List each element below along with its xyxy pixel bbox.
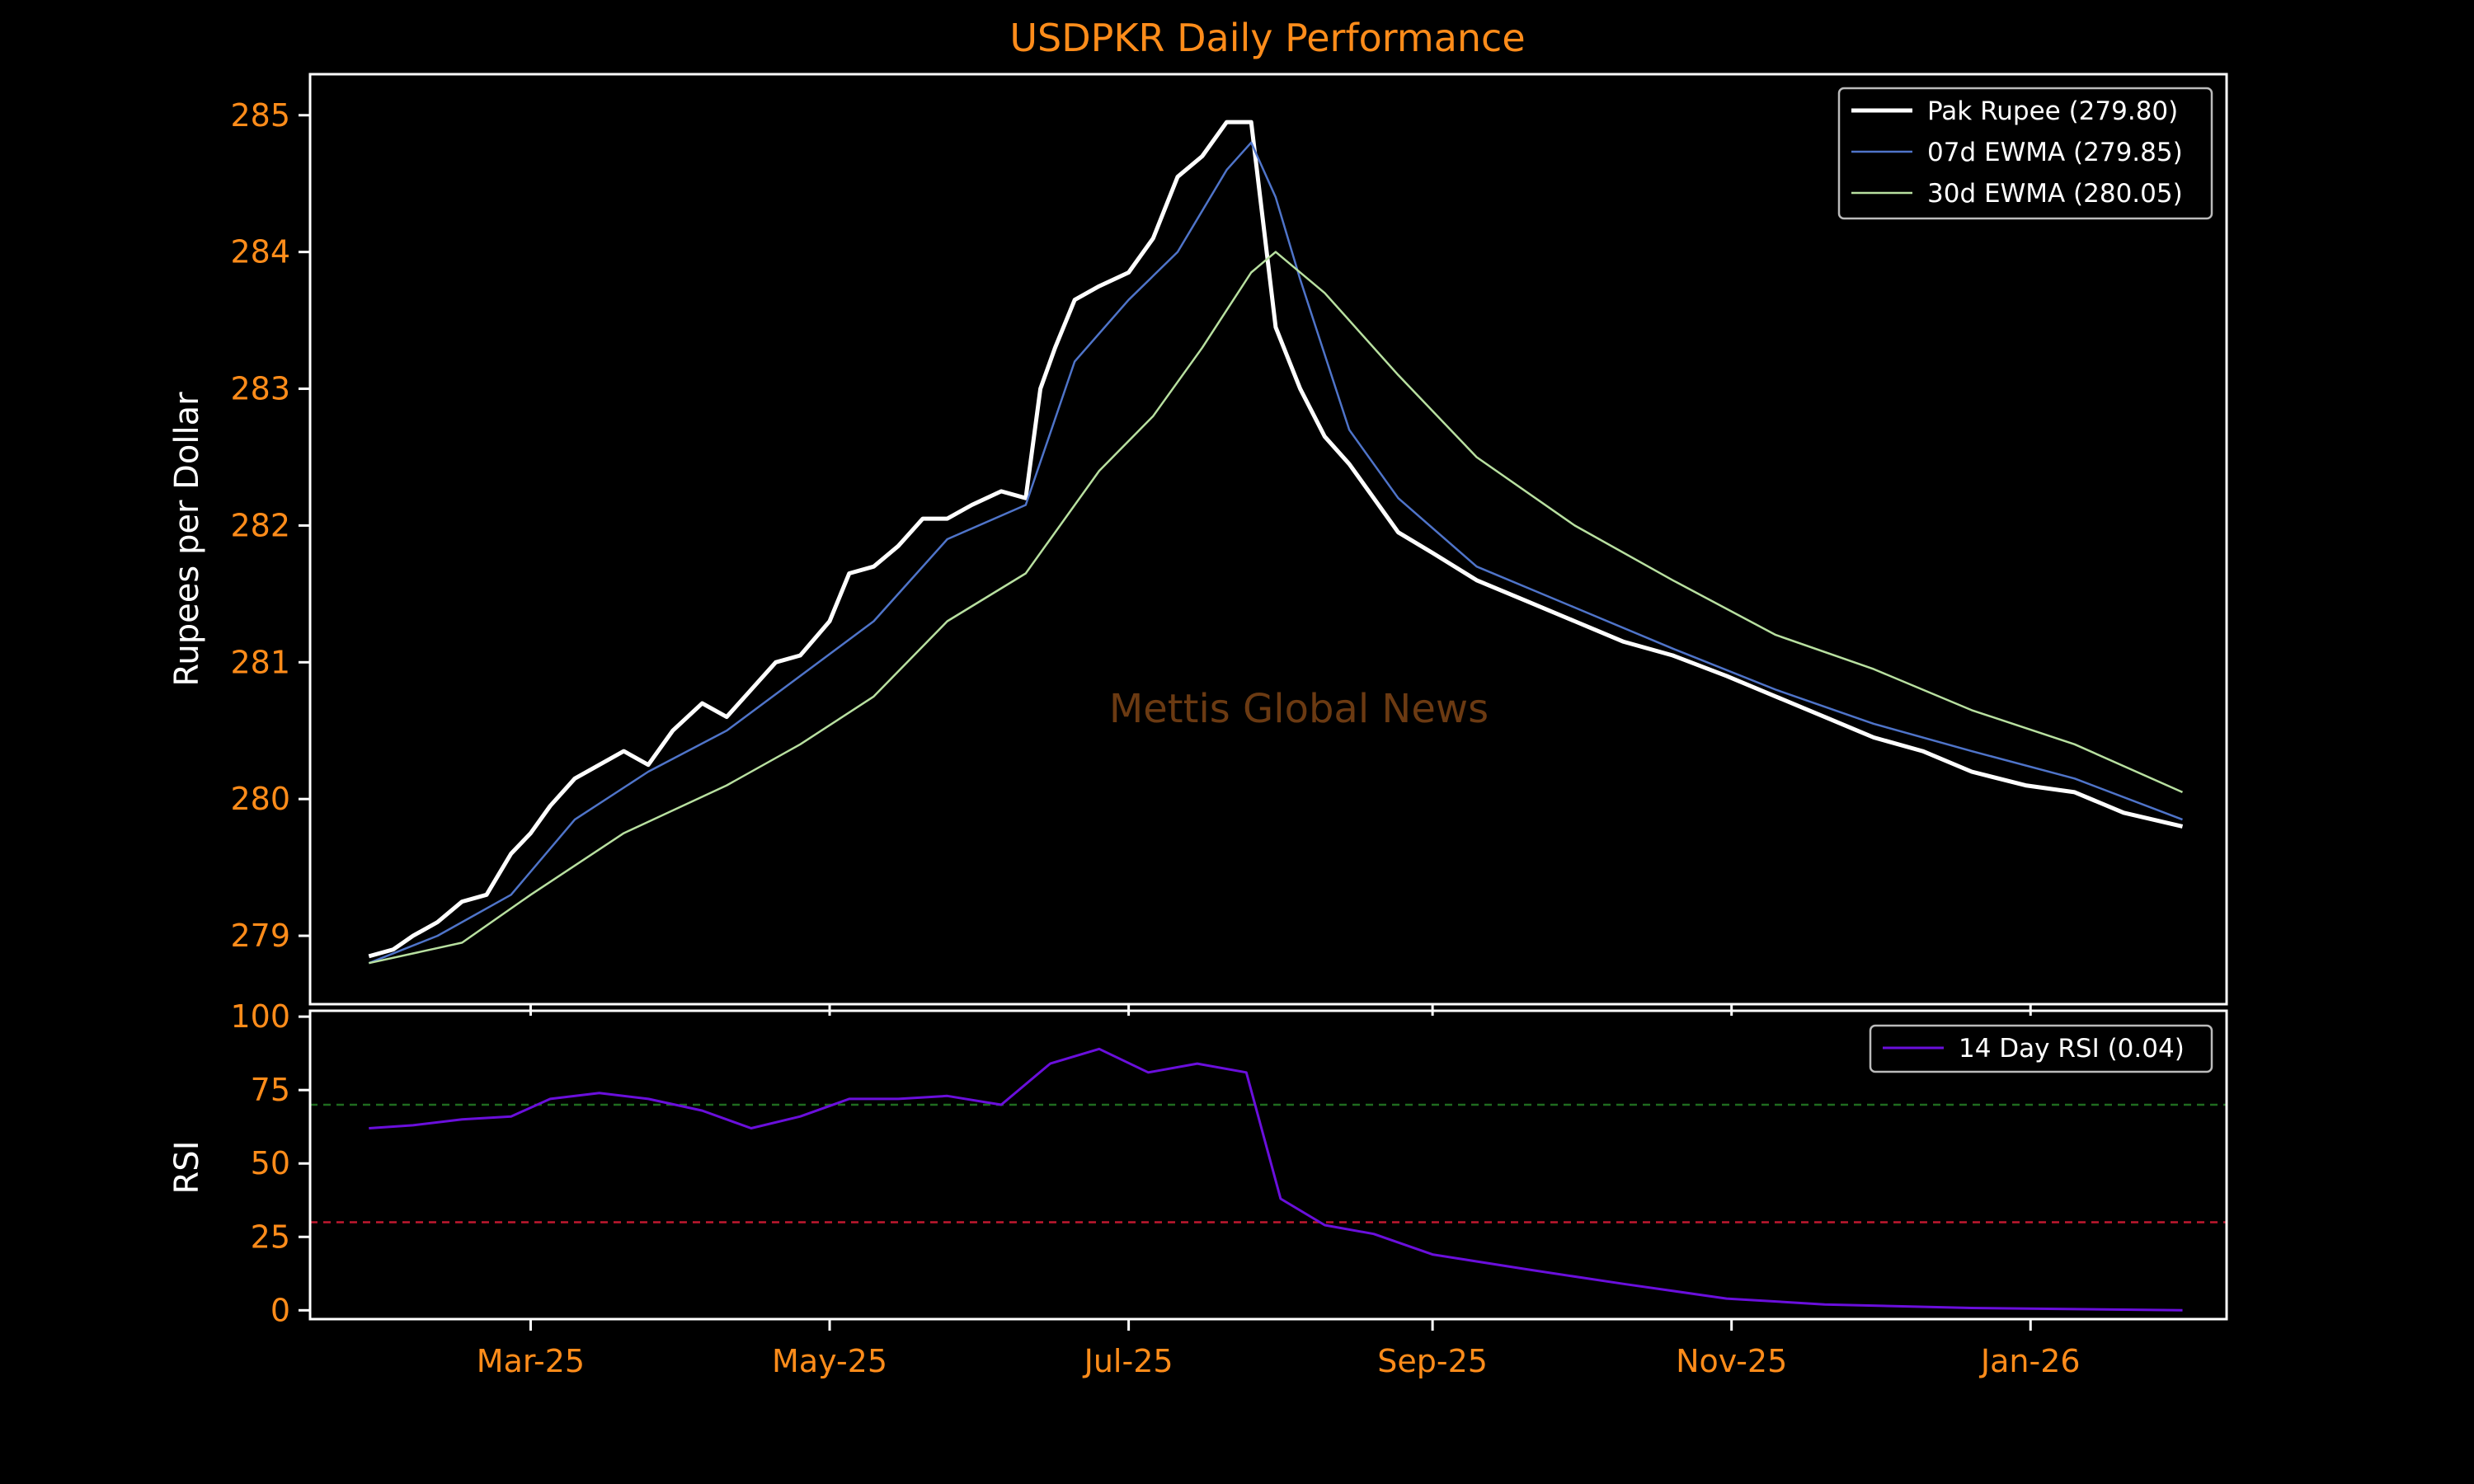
rsi-panel: 0 25 50 75 100 Mar-25 May-25 Jul-25 Sep-25 Nov-2… (168, 998, 2228, 1379)
x-tick-label: May-25 (772, 1343, 887, 1379)
price-y-tick-label: 280 (230, 781, 290, 817)
rsi-y-axis-label: RSI (168, 1141, 206, 1195)
price-y-tick-label: 281 (230, 644, 290, 680)
rsi-y-tick-label: 0 (270, 1292, 290, 1328)
price-legend-label: 30d EWMA (280.05) (1927, 179, 2183, 209)
price-legend-box (1837, 87, 2213, 220)
rsi-y-tick-label: 50 (251, 1145, 290, 1181)
rsi-series-line (369, 1047, 2183, 1312)
price-y-ticks: 279 280 281 282 283 284 285 (230, 97, 310, 954)
price-y-axis-label: Rupees per Dollar (168, 392, 206, 687)
x-tick-label: Nov-25 (1676, 1343, 1787, 1379)
rsi-legend-box (1869, 1024, 2213, 1073)
price-y-tick-label: 284 (230, 234, 290, 270)
rsi-x-ticks: Mar-25 May-25 Jul-25 Sep-25 Nov-25 Jan-26 (477, 1319, 2081, 1379)
rsi-y-ticks: 0 25 50 75 100 (230, 998, 310, 1328)
x-tick-label: Jan-26 (1979, 1343, 2081, 1379)
price-y-tick-label: 283 (230, 371, 290, 407)
price-legend-label: Pak Rupee (279.80) (1927, 96, 2178, 126)
x-tick-label: Mar-25 (477, 1343, 585, 1379)
x-tick-label: Sep-25 (1377, 1343, 1488, 1379)
rsi-plot-frame (308, 1009, 2228, 1321)
price-series-line-2 (369, 251, 2184, 965)
price-series-line-0 (368, 120, 2184, 959)
rsi-y-tick-label: 25 (251, 1219, 290, 1255)
rsi-reference-lines (310, 1103, 2227, 1223)
price-series-line-1 (368, 141, 2183, 965)
rsi-legend: 14 Day RSI (0.04) (1869, 1024, 2213, 1073)
rsi-legend-label: 14 Day RSI (0.04) (1959, 1034, 2185, 1064)
price-legend-label: 07d EWMA (279.85) (1927, 138, 2183, 167)
price-y-tick-label: 279 (230, 918, 290, 954)
rsi-y-tick-label: 75 (251, 1072, 290, 1108)
rsi-lines (369, 1047, 2183, 1312)
price-legend: Pak Rupee (279.80) 07d EWMA (279.85) 30d E… (1837, 87, 2213, 220)
price-plot-frame (308, 73, 2228, 1006)
price-lines (368, 120, 2184, 965)
price-y-tick-label: 282 (230, 507, 290, 543)
chart-title: USDPKR Daily Performance (1009, 16, 1525, 60)
watermark: Mettis Global News (1109, 686, 1489, 732)
price-y-tick-label: 285 (230, 97, 290, 134)
rsi-y-tick-label: 100 (230, 998, 290, 1035)
x-tick-label: Jul-25 (1083, 1343, 1174, 1379)
